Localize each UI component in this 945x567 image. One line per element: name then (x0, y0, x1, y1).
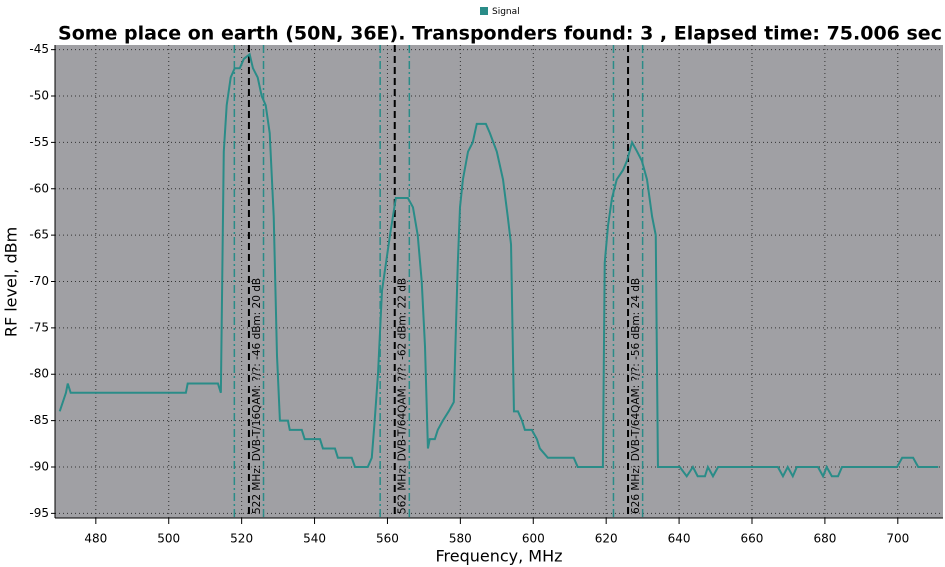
marker-label: 626 MHz: DVB-T/64QAM: ?/?: -56 dBm: 24 d… (630, 278, 642, 514)
marker-label: 562 MHz: DVB-T/64QAM: ?/?: -62 dBm: 22 d… (397, 278, 409, 514)
y-axis-label: RF level, dBm (2, 227, 21, 337)
y-tick-label: -85 (29, 413, 49, 427)
x-tick-label: 520 (230, 532, 253, 546)
y-tick-label: -60 (29, 181, 49, 195)
x-tick-label: 500 (157, 532, 180, 546)
y-tick-label: -75 (29, 320, 49, 334)
y-tick-label: -95 (29, 506, 49, 520)
x-tick-label: 680 (813, 532, 836, 546)
legend-label: Signal (492, 7, 520, 17)
x-tick-label: 700 (886, 532, 909, 546)
x-tick-label: 560 (376, 532, 399, 546)
legend-item: Signal (480, 7, 520, 17)
x-tick-label: 480 (84, 532, 107, 546)
x-tick-label: 660 (741, 532, 764, 546)
x-axis-label: Frequency, MHz (435, 547, 562, 566)
x-tick-label: 620 (595, 532, 618, 546)
marker-label: 522 MHz: DVB-T/16QAM: ?/?: -46 dBm: 20 d… (251, 278, 263, 514)
x-tick-label: 600 (522, 532, 545, 546)
chart-title: Some place on earth (50N, 36E). Transpon… (58, 23, 942, 45)
y-tick-label: -45 (29, 42, 49, 56)
x-tick-label: 640 (668, 532, 691, 546)
y-tick-label: -50 (29, 89, 49, 103)
y-tick-label: -55 (29, 135, 49, 149)
y-tick-label: -90 (29, 459, 49, 473)
legend-swatch (480, 7, 488, 15)
x-tick-label: 540 (303, 532, 326, 546)
x-tick-label: 580 (449, 532, 472, 546)
y-tick-label: -80 (29, 367, 49, 381)
y-tick-label: -65 (29, 228, 49, 242)
signal-line (58, 52, 939, 479)
y-tick-label: -70 (29, 274, 49, 288)
